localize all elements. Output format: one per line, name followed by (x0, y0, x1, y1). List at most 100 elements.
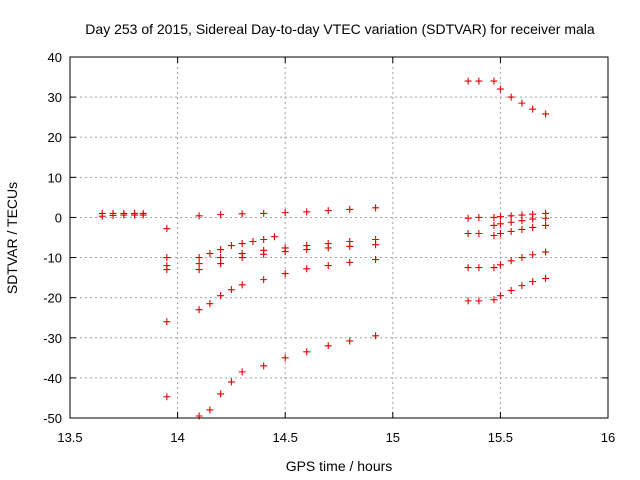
data-point-marker (518, 282, 526, 290)
data-point-marker (260, 250, 268, 258)
data-point-marker (518, 217, 526, 225)
x-tick-label: 15.5 (488, 430, 513, 445)
data-point-marker (496, 85, 504, 93)
data-point-marker (163, 254, 171, 262)
data-point-marker (281, 354, 289, 362)
y-tick-label: -20 (43, 291, 62, 306)
data-point-marker (260, 236, 268, 244)
data-point-marker (206, 406, 214, 414)
data-point-marker (496, 229, 504, 237)
x-tick-label: 13.5 (57, 430, 82, 445)
x-tick-label: 14 (170, 430, 184, 445)
data-point-marker (260, 276, 268, 284)
data-point-marker (227, 286, 235, 294)
data-point-marker (303, 265, 311, 273)
data-point-marker (507, 93, 515, 101)
data-point-marker (518, 225, 526, 233)
data-point-marker (529, 215, 537, 223)
data-point-marker (281, 270, 289, 278)
data-point-marker (346, 205, 354, 213)
data-point-marker (490, 296, 498, 304)
data-point-marker (507, 212, 515, 220)
data-point-marker (217, 390, 225, 398)
y-tick-label: 40 (48, 50, 62, 65)
data-point-marker (217, 254, 225, 262)
data-point-marker (507, 286, 515, 294)
data-point-marker (195, 254, 203, 262)
series-sat-h (195, 332, 380, 420)
data-point-marker (496, 213, 504, 221)
data-point-marker (217, 211, 225, 219)
data-point-marker (163, 318, 171, 326)
data-point-marker (496, 261, 504, 269)
data-point-marker (346, 242, 354, 250)
y-tick-label: -50 (43, 411, 62, 426)
data-point-marker (464, 77, 472, 85)
series-sat-n (464, 274, 550, 305)
data-point-marker (464, 214, 472, 222)
data-point-marker (206, 300, 214, 308)
data-point-marker (475, 297, 483, 305)
series-sat-b (163, 225, 171, 401)
data-point-marker (195, 266, 203, 274)
data-point-marker (464, 229, 472, 237)
data-point-marker (324, 342, 332, 350)
series-sat-f (195, 241, 380, 274)
data-point-marker (518, 99, 526, 107)
data-point-marker (217, 260, 225, 268)
data-point-marker (372, 241, 380, 249)
y-tick-label: -40 (43, 371, 62, 386)
data-point-marker (518, 254, 526, 262)
data-point-marker (507, 218, 515, 226)
data-point-marker (490, 264, 498, 272)
data-point-marker (507, 257, 515, 265)
data-point-marker (206, 250, 214, 258)
data-point-marker (475, 229, 483, 237)
data-point-marker (324, 244, 332, 252)
data-point-marker (372, 256, 380, 264)
data-point-marker (490, 213, 498, 221)
data-point-marker (238, 254, 246, 262)
data-point-marker (490, 221, 498, 229)
y-tick-label: 20 (48, 130, 62, 145)
data-point-marker (542, 248, 550, 256)
data-point-marker (464, 264, 472, 272)
y-tick-label: 30 (48, 90, 62, 105)
data-point-marker (507, 227, 515, 235)
data-point-marker (475, 213, 483, 221)
data-point-marker (195, 306, 203, 314)
data-point-marker (542, 274, 550, 282)
y-tick-label: 10 (48, 170, 62, 185)
data-point-marker (529, 251, 537, 259)
data-point-marker (217, 246, 225, 254)
data-point-marker (195, 260, 203, 268)
series-sat-a2 (98, 211, 147, 220)
data-point-marker (542, 221, 550, 229)
y-tick-label: -30 (43, 331, 62, 346)
data-point-marker (260, 209, 268, 217)
data-point-marker (346, 337, 354, 345)
data-point-marker (238, 210, 246, 218)
data-point-marker (542, 214, 550, 222)
x-tick-label: 16 (601, 430, 615, 445)
data-point-marker (529, 223, 537, 231)
x-tick-labels: 13.5 14 14.5 15 15.5 16 (57, 430, 615, 445)
chart-title: Day 253 of 2015, Sidereal Day-to-day VTE… (85, 21, 595, 37)
y-tick-labels: -50 -40 -30 -20 -10 0 10 20 30 40 (43, 50, 62, 426)
data-point-marker (475, 264, 483, 272)
x-tick-label: 15 (386, 430, 400, 445)
data-point-marker (475, 77, 483, 85)
data-point-marker (131, 211, 139, 219)
data-point-marker (249, 238, 257, 246)
data-point-marker (238, 281, 246, 289)
data-point-marker (490, 77, 498, 85)
series-sat-g (195, 256, 380, 314)
data-point-marker (109, 211, 117, 219)
y-axis-label: SDTVAR / TECUs (4, 182, 20, 294)
data-point-marker (195, 212, 203, 220)
data-point-marker (120, 211, 128, 219)
data-point-marker (346, 258, 354, 266)
data-point-marker (163, 266, 171, 274)
data-point-marker (303, 348, 311, 356)
